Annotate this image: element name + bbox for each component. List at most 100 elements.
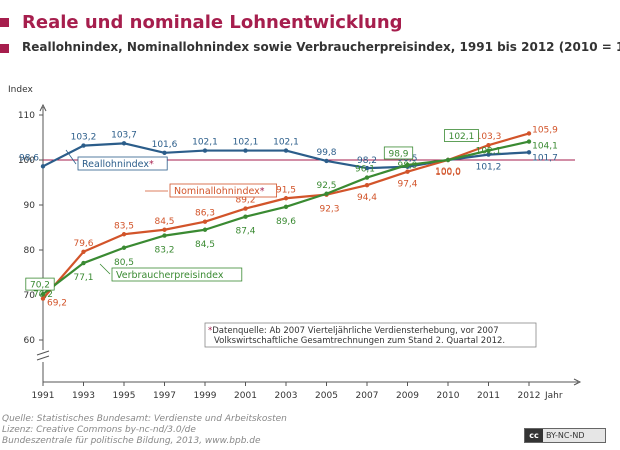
data-label: 84,5 [195, 240, 215, 250]
y-axis-break [36, 350, 50, 361]
legend-label-reallohnindex: Reallohnindex* [82, 159, 154, 170]
data-label: 99,8 [316, 148, 336, 158]
creative-commons-icon: cc [525, 429, 543, 442]
data-label: 69,2 [47, 299, 67, 309]
label-connector [99, 263, 111, 275]
data-point [283, 148, 289, 153]
data-label: 87,4 [235, 227, 255, 237]
data-label: 83,2 [154, 246, 174, 256]
y-axis-label: Index [8, 85, 33, 95]
data-point [162, 233, 167, 238]
data-label: 83,5 [114, 221, 134, 231]
chart-subtitle: Reallohnindex, Nominallohnindex sowie Ve… [22, 40, 620, 54]
x-tick-label: 1995 [113, 391, 136, 401]
data-point [243, 214, 248, 219]
legend-label-verbraucherpreisindex-box [111, 267, 243, 282]
data-point [40, 291, 46, 297]
data-point [162, 150, 167, 155]
data-point [324, 158, 329, 164]
x-tick-label: 1991 [32, 391, 55, 401]
license-badge[interactable]: cc BY-NC-ND [524, 428, 606, 443]
data-label: 102,1 [233, 138, 259, 148]
x-tick-label: 2007 [356, 391, 379, 401]
data-point [81, 143, 86, 148]
data-point [202, 219, 208, 224]
x-tick-label: 2011 [477, 391, 500, 401]
data-point [121, 245, 127, 250]
data-label: 89,6 [276, 217, 296, 227]
data-label: 79,6 [73, 239, 93, 249]
footer-source: Quelle: Statistisches Bundesamt: Verdien… [2, 414, 287, 424]
legend-label-nominallohnindex-box [169, 183, 277, 198]
data-label-box [444, 129, 479, 142]
data-point [405, 169, 410, 174]
x-tick-label: 2009 [396, 391, 419, 401]
data-point [40, 296, 46, 301]
license-badge-text: BY-NC-ND [546, 431, 585, 440]
data-point [486, 142, 491, 148]
y-tick-label: 110 [18, 111, 35, 121]
data-point [40, 164, 46, 169]
title-row: Reale und nominale Lohnentwicklung [0, 8, 620, 38]
y-tick-label: 100 [18, 156, 35, 166]
data-point [324, 191, 329, 196]
data-label: 98,9 [397, 161, 417, 171]
data-label: 98,2 [357, 156, 377, 166]
title-marker [0, 18, 9, 27]
data-point [121, 232, 127, 237]
data-label: 92,5 [316, 181, 336, 191]
data-point [526, 150, 532, 155]
data-point [364, 183, 370, 188]
x-axis-arrow [573, 378, 582, 386]
data-point [526, 139, 532, 144]
data-point [526, 131, 532, 136]
data-label: 101,6 [152, 140, 178, 150]
data-point [243, 206, 248, 211]
annotation-asterisk: * [208, 326, 212, 336]
data-label: 103,7 [111, 130, 137, 140]
legend-label-reallohnindex-box [77, 156, 168, 171]
data-label: 98,6 [19, 153, 39, 163]
legend-label-verbraucherpreisindex: Verbraucherpreisindex [116, 270, 224, 281]
annotation-box [204, 322, 537, 348]
data-label: 100,0 [435, 168, 461, 178]
chart-title: Reale und nominale Lohnentwicklung [22, 12, 403, 33]
data-label: 77,1 [73, 273, 93, 283]
legend-label-reallohnindex-asterisk: * [149, 159, 154, 170]
data-point [283, 204, 289, 209]
footer-license: Lizenz: Creative Commons by-nc-nd/3.0/de [2, 425, 196, 435]
data-label-box [383, 146, 414, 160]
data-label: 101,2 [476, 163, 502, 173]
data-label-box [25, 277, 55, 291]
y-tick-label: 70 [24, 291, 36, 301]
data-label: 86,3 [195, 209, 215, 219]
data-point [405, 162, 410, 168]
data-label: 91,5 [276, 185, 296, 195]
x-tick-label: 1993 [72, 391, 95, 401]
data-label: 89,2 [235, 196, 255, 206]
legend-label-nominallohnindex: Nominallohnindex* [174, 186, 265, 197]
label-connector [65, 149, 77, 165]
data-label: 98,9 [388, 149, 408, 159]
data-label: 102,1 [476, 147, 502, 157]
x-tick-label: 1999 [194, 391, 217, 401]
data-label: 102,1 [449, 132, 475, 142]
data-label: 100,0 [435, 167, 461, 177]
y-tick-label: 60 [24, 336, 36, 346]
data-point [364, 165, 370, 171]
x-tick-label: 2001 [234, 391, 257, 401]
data-label: 70,2 [33, 290, 53, 300]
annotation-line-2: Volkswirtschaftliche Gesamtrechnungen zu… [214, 336, 505, 346]
data-label: 94,4 [357, 193, 377, 203]
data-point [283, 196, 289, 201]
data-label: 105,9 [532, 125, 558, 135]
data-label: 97,4 [397, 180, 417, 190]
y-tick-label: 80 [24, 246, 36, 256]
data-label: 102,1 [192, 138, 218, 148]
data-label: 101,7 [532, 153, 558, 163]
data-point [121, 141, 127, 146]
data-point [445, 157, 451, 163]
data-label: 103,2 [71, 133, 97, 143]
data-point [243, 148, 248, 153]
data-label: 84,5 [154, 217, 174, 227]
